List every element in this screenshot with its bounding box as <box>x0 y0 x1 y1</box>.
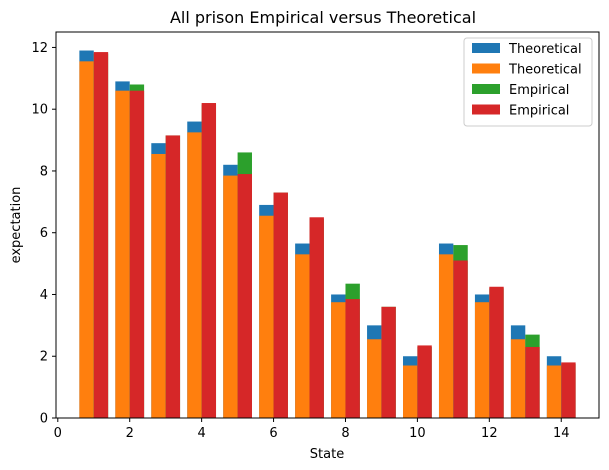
bar-series-4-state-1 <box>93 52 109 419</box>
bar-series-2-state-8 <box>331 302 346 418</box>
bar-series-4-state-14 <box>561 362 576 418</box>
bar-series-2-state-3 <box>151 153 166 418</box>
bar-series-4-state-11 <box>453 260 468 418</box>
legend-label-2: Theoretical <box>508 63 582 78</box>
bar-series-2-state-11 <box>438 254 454 418</box>
chart-title: All prison Empirical versus Theoretical <box>170 8 476 27</box>
bar-series-4-state-13 <box>525 346 540 418</box>
y-tick-label: 0 <box>40 412 48 427</box>
legend-label-3: Empirical <box>509 83 569 98</box>
x-tick-label: 0 <box>54 426 62 441</box>
legend-frame <box>463 37 593 127</box>
bar-series-2-state-12 <box>474 302 490 418</box>
plot-area <box>79 50 576 419</box>
bar-series-4-state-6 <box>273 192 288 418</box>
bar-series-4-state-12 <box>489 286 504 418</box>
bar-series-2-state-5 <box>223 175 238 418</box>
legend-swatch-3 <box>472 84 500 94</box>
bar-series-2-state-6 <box>259 215 274 418</box>
bar-series-2-state-14 <box>546 365 562 418</box>
bar-series-2-state-2 <box>115 90 130 418</box>
x-axis-title: State <box>310 447 344 462</box>
x-axis: 0 2 4 6 8 10 12 14 <box>54 418 570 441</box>
bar-series-4-state-9 <box>381 306 396 418</box>
bar-series-2-state-1 <box>79 61 94 418</box>
x-tick-label: 2 <box>126 426 134 441</box>
legend-label-4: Empirical <box>509 104 569 119</box>
plot-frame <box>55 31 600 419</box>
y-tick-label: 4 <box>40 288 48 303</box>
bar-series-4-state-5 <box>237 174 252 418</box>
bar-series-4-state-3 <box>165 135 181 418</box>
bar-series-2-state-13 <box>510 339 526 418</box>
x-tick-label: 8 <box>341 426 349 441</box>
x-tick-label: 12 <box>481 426 498 441</box>
bar-series-4-state-4 <box>201 103 217 419</box>
bar-series-4-state-8 <box>345 299 360 418</box>
y-tick-label: 8 <box>40 164 48 179</box>
legend-label-1: Theoretical <box>508 42 582 57</box>
bar-series-4-state-7 <box>309 217 324 418</box>
bar-series-4-state-10 <box>417 345 432 418</box>
bar-series-4-state-2 <box>129 90 145 418</box>
x-tick-label: 6 <box>269 426 277 441</box>
y-tick-label: 12 <box>31 41 48 56</box>
x-tick-label: 10 <box>409 426 426 441</box>
y-tick-label: 10 <box>31 103 48 118</box>
legend-swatch-1 <box>472 43 500 53</box>
bar-series-2-state-4 <box>187 132 202 419</box>
x-tick-label: 4 <box>197 426 205 441</box>
bar-series-2-state-9 <box>367 339 382 418</box>
y-axis: 0 2 4 6 8 10 12 <box>31 41 56 427</box>
x-tick-label: 14 <box>553 426 570 441</box>
y-tick-label: 6 <box>40 226 48 241</box>
y-axis-title: expectation <box>9 187 24 264</box>
bar-series-2-state-10 <box>403 365 418 418</box>
legend: Theoretical Theoretical Empirical Empirical <box>463 37 593 127</box>
bar-series-2-state-7 <box>295 254 310 418</box>
legend-swatch-4 <box>472 104 500 115</box>
y-tick-label: 2 <box>40 350 48 365</box>
legend-swatch-2 <box>472 63 500 74</box>
